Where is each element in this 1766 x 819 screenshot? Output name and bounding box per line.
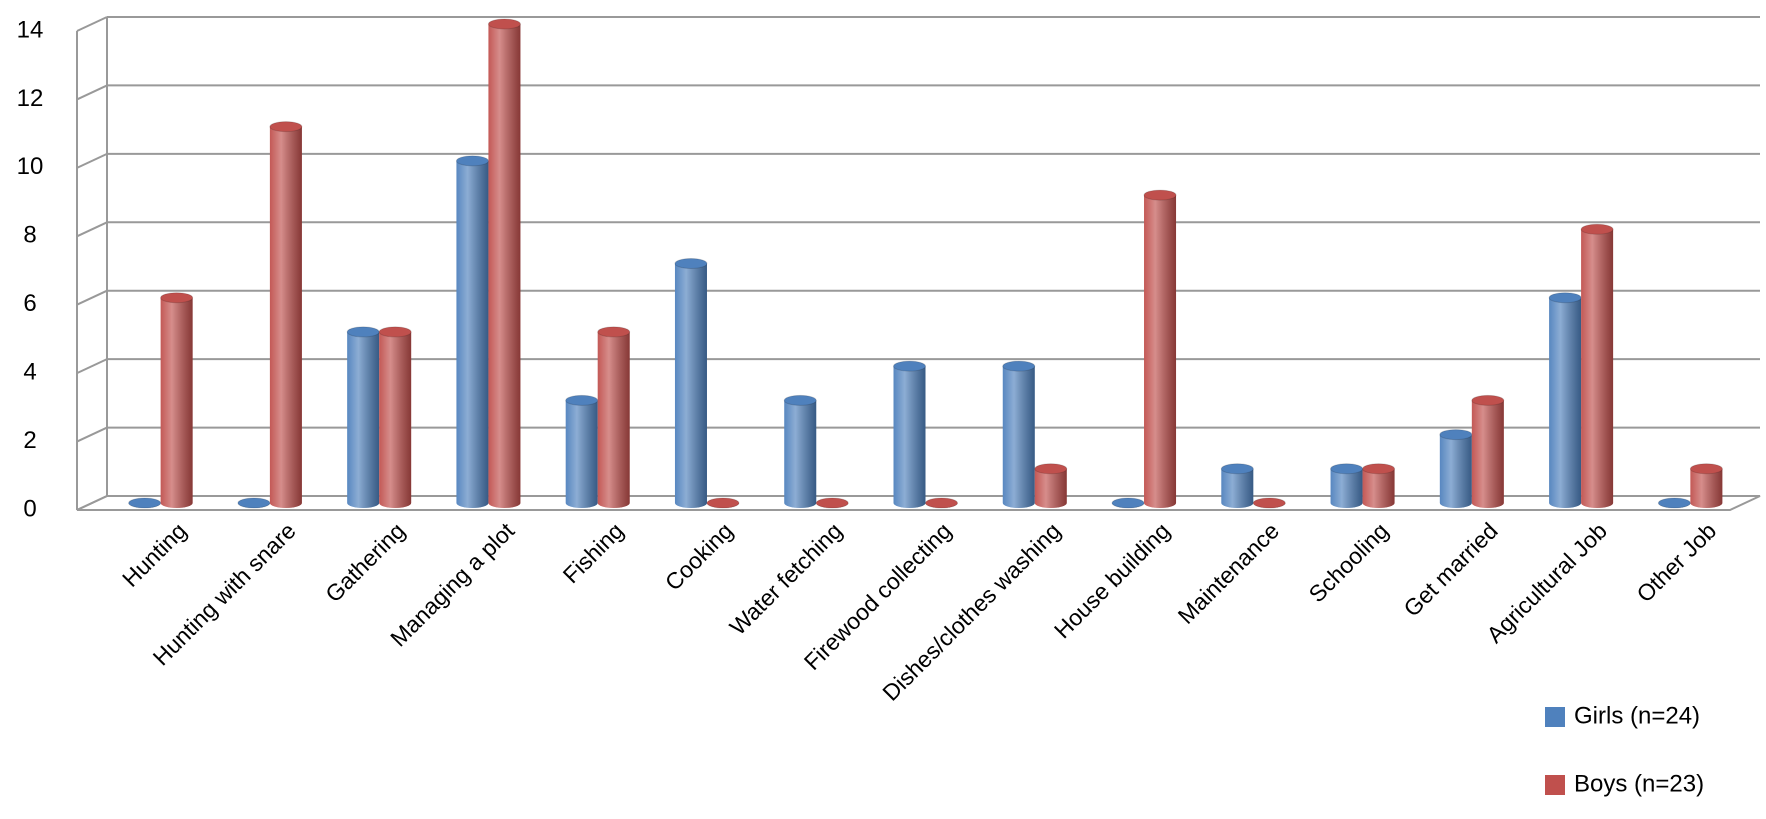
grid-line-side xyxy=(76,358,108,375)
bar-cap xyxy=(1220,463,1254,475)
bar-cap xyxy=(1580,223,1614,235)
bar-cap xyxy=(1471,394,1505,406)
bar-shade xyxy=(160,297,193,508)
bar-cap xyxy=(1330,463,1364,475)
y-tick-label: 0 xyxy=(23,495,36,522)
x-tick-label: Water fetching xyxy=(724,517,847,640)
x-tick-label: Cooking xyxy=(660,517,738,595)
bar-cap xyxy=(783,394,817,406)
bar-cap xyxy=(925,497,958,509)
y-tick-label: 4 xyxy=(23,358,36,385)
bar-cap xyxy=(1143,189,1177,201)
bar-cap xyxy=(815,497,849,509)
bar-shade xyxy=(893,366,926,508)
grid-line-side xyxy=(76,84,108,101)
x-tick-label: Maintenance xyxy=(1173,517,1285,629)
x-tick-label: Dishes/clothes washing xyxy=(877,517,1065,705)
bar-cap xyxy=(597,326,631,338)
bar-cap xyxy=(1111,497,1145,509)
grid-line-side xyxy=(76,152,108,169)
bar-cap xyxy=(706,497,740,509)
grid-line-side xyxy=(76,426,108,443)
bar-cap xyxy=(1034,463,1068,475)
legend-label: Girls (n=24) xyxy=(1574,702,1700,729)
bar-cap xyxy=(1689,463,1723,475)
bar-cap xyxy=(487,18,521,30)
x-tick-label: Gathering xyxy=(320,517,410,607)
bar-shade xyxy=(347,331,380,508)
bar-shade xyxy=(784,400,817,508)
legend-swatch xyxy=(1545,707,1565,727)
x-tick-label: Other Job xyxy=(1631,517,1721,607)
bar-shade xyxy=(597,331,630,508)
bar-shade xyxy=(1690,468,1723,508)
y-tick-label: 2 xyxy=(23,427,36,454)
bar-cap xyxy=(1362,463,1396,475)
bar-shade xyxy=(456,160,489,508)
bar-cap xyxy=(1252,497,1286,509)
grid-line-side xyxy=(76,16,108,32)
bar-cap xyxy=(1548,292,1582,304)
y-tick-label: 6 xyxy=(23,290,36,317)
bar-cap xyxy=(893,360,926,372)
bar-cap xyxy=(565,394,599,406)
bar-shade xyxy=(1362,468,1395,508)
bar-shade xyxy=(379,331,412,508)
grid-line-side xyxy=(76,289,108,306)
bar-shade xyxy=(1330,468,1363,508)
grid-line-side xyxy=(76,221,108,238)
x-tick-label: Hunting xyxy=(117,517,191,591)
bar-cap xyxy=(1002,360,1036,372)
bar-cap xyxy=(455,155,489,167)
bar-shade xyxy=(269,126,302,509)
bar-shade xyxy=(1549,297,1582,508)
bar-cap xyxy=(160,292,194,304)
bar-cap xyxy=(674,258,708,269)
bar-cap xyxy=(128,497,162,509)
bar-cap xyxy=(237,497,271,509)
bar-shade xyxy=(1439,434,1472,508)
bar-shade xyxy=(1144,195,1177,509)
legend-swatch xyxy=(1545,775,1565,795)
bar-shade xyxy=(565,400,598,508)
bar-cap xyxy=(346,326,380,338)
grid-line-side xyxy=(76,495,108,511)
x-tick-label: House building xyxy=(1049,517,1175,643)
bar-shade xyxy=(674,263,707,508)
y-tick-label: 14 xyxy=(17,16,44,43)
legend-label: Boys (n=23) xyxy=(1574,770,1704,797)
y-tick-label: 8 xyxy=(23,222,36,249)
y-tick-label: 10 xyxy=(17,153,44,180)
bar-shade xyxy=(488,24,521,509)
bar-cap xyxy=(378,326,412,338)
x-tick-label: Schooling xyxy=(1304,517,1394,607)
x-tick-label: Get married xyxy=(1398,517,1502,621)
x-tick-label: Fishing xyxy=(558,517,629,588)
bar-shade xyxy=(1034,468,1067,508)
y-tick-label: 12 xyxy=(17,85,44,112)
bar-cap xyxy=(1439,429,1473,441)
bar-shade xyxy=(1471,400,1504,508)
bar-shade xyxy=(1002,366,1035,508)
bar-shade xyxy=(1581,229,1614,509)
bar-shade xyxy=(1221,468,1254,508)
bar-cap xyxy=(1657,497,1691,509)
bar-cap xyxy=(269,121,303,133)
